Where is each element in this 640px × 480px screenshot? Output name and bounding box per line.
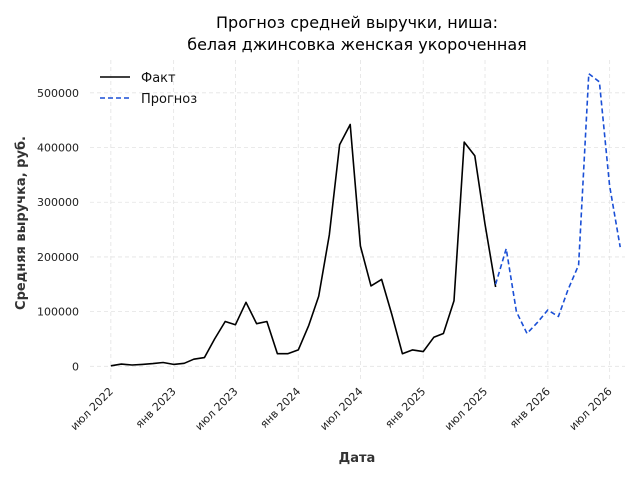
legend-label-fact: Факт xyxy=(141,71,176,86)
legend: Факт Прогноз xyxy=(100,71,197,107)
legend-label-forecast: Прогноз xyxy=(141,92,197,107)
x-tick-label: янв 2026 xyxy=(507,385,553,431)
y-axis-label: Средняя выручка, руб. xyxy=(14,136,29,310)
y-tick-label: 300000 xyxy=(37,196,79,209)
y-tick-label: 400000 xyxy=(37,142,79,155)
x-tick-label: июл 2026 xyxy=(567,385,615,433)
y-tick-label: 0 xyxy=(72,360,79,373)
x-tick-label: июл 2023 xyxy=(193,385,241,433)
y-tick-label: 100000 xyxy=(37,306,79,319)
x-tick-label: янв 2024 xyxy=(258,385,304,431)
y-tick-label: 200000 xyxy=(37,251,79,264)
y-tick-label: 500000 xyxy=(37,87,79,100)
x-tick-label: янв 2025 xyxy=(383,385,429,431)
x-axis-label: Дата xyxy=(339,451,376,466)
chart-title-line2: белая джинсовка женская укороченная xyxy=(187,35,527,54)
series-lines xyxy=(110,72,621,367)
chart-title-line1: Прогноз средней выручки, ниша: xyxy=(216,13,498,32)
x-tick-label: июл 2022 xyxy=(68,385,116,433)
x-axis-ticks: июл 2022 янв 2023 июл 2023 янв 2024 июл 2024… xyxy=(68,385,615,433)
y-axis-ticks: 0 100000 200000 300000 400000 500000 xyxy=(37,87,79,374)
series-line-forecast xyxy=(494,72,621,335)
x-tick-label: июл 2025 xyxy=(442,385,490,433)
x-tick-label: янв 2023 xyxy=(133,385,179,431)
series-line-fact xyxy=(110,123,497,367)
x-tick-label: июл 2024 xyxy=(317,385,365,433)
